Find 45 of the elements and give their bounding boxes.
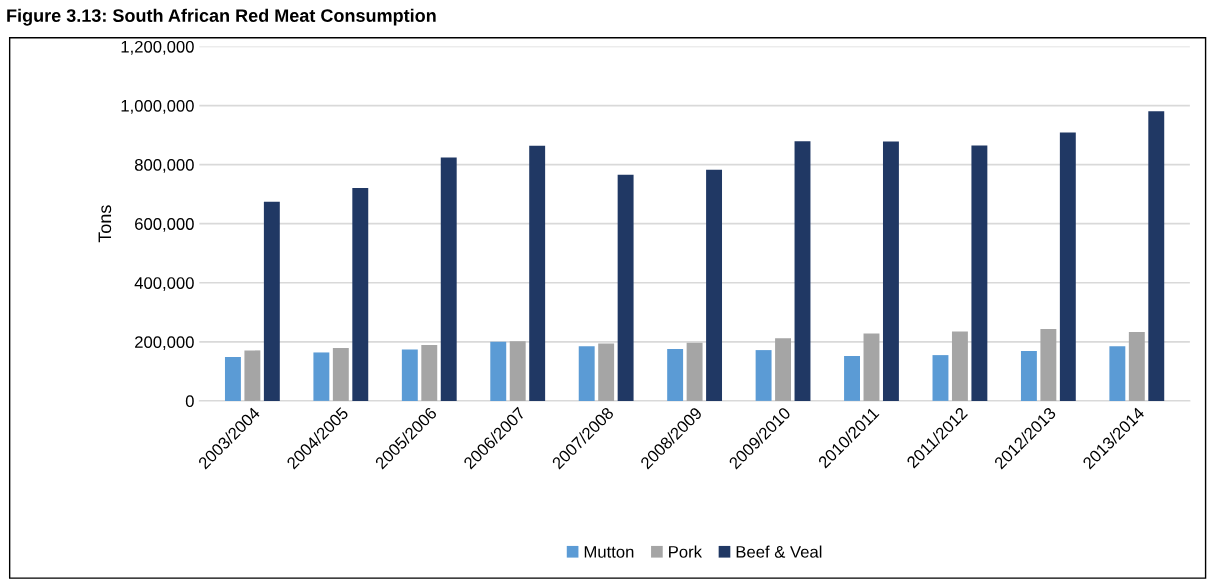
bar (1020, 350, 1037, 401)
bar (598, 343, 615, 401)
bar (1128, 332, 1145, 401)
bar (844, 356, 860, 401)
bar (332, 348, 349, 401)
bar (617, 174, 634, 401)
bar (578, 346, 595, 401)
bar (1148, 111, 1165, 401)
y-axis-title: Tons (98, 205, 112, 243)
bar (490, 341, 507, 401)
bar (706, 169, 723, 401)
bar (244, 350, 261, 401)
bar (313, 352, 330, 401)
bar (932, 355, 949, 401)
y-tick-label: 800,000 (134, 159, 194, 173)
y-tick-label: 0 (185, 395, 194, 408)
legend-label: Mutton (584, 546, 634, 558)
bar (224, 356, 241, 401)
bar (529, 145, 546, 401)
bar (509, 341, 526, 401)
bar (1040, 329, 1057, 401)
y-tick-label: 600,000 (135, 218, 194, 232)
bar (1109, 346, 1126, 401)
y-tick-label: 200,000 (135, 336, 194, 350)
chart-title: Figure 3.13: South African Red Meat Consumption (7, 8, 436, 26)
y-tick-label: 400,000 (134, 277, 194, 291)
bar (263, 201, 280, 401)
bar (755, 350, 772, 401)
y-tick-label: 1,000,000 (121, 99, 194, 114)
y-tick-label: 1,200,000 (121, 40, 194, 55)
bar (794, 141, 811, 401)
bar (686, 342, 703, 401)
bar (1059, 132, 1076, 401)
bar (863, 333, 880, 401)
bar (421, 345, 438, 401)
bar (401, 349, 418, 401)
bar (971, 145, 988, 401)
bar (440, 157, 457, 401)
bar (352, 187, 369, 401)
legend-label: Pork (669, 545, 703, 558)
legend-label: Beef & Veal (736, 545, 822, 558)
bar (951, 331, 968, 401)
bar (667, 348, 684, 401)
bar (882, 141, 899, 401)
bar (775, 338, 791, 401)
